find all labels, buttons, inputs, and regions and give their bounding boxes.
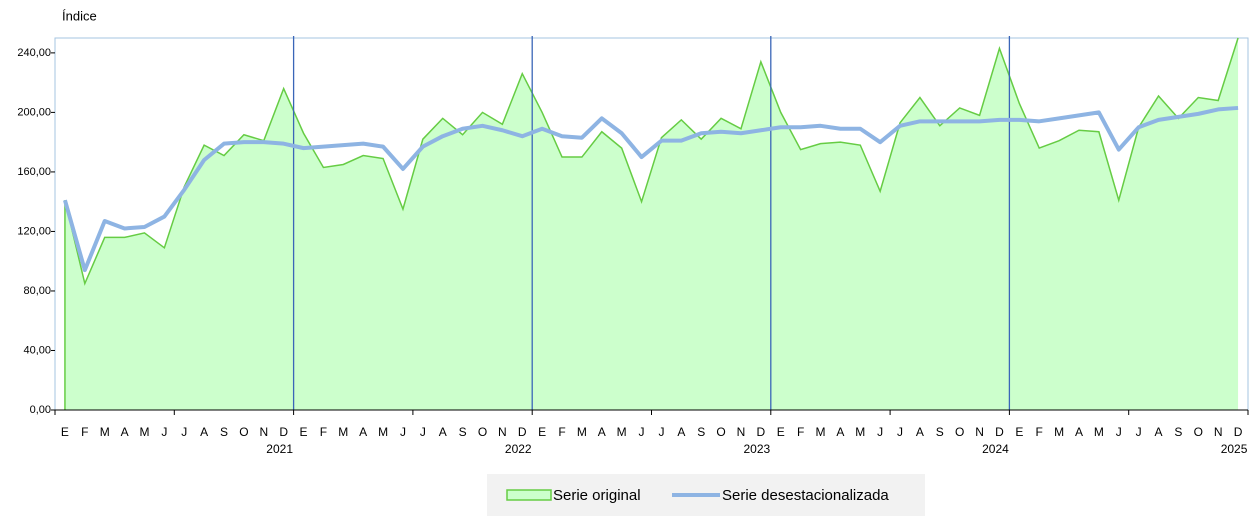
x-tick-label: A [121, 425, 129, 439]
x-tick-label: J [161, 425, 167, 439]
x-tick-label: E [777, 425, 785, 439]
x-tick-label: E [1015, 425, 1023, 439]
x-tick-label: M [855, 425, 865, 439]
x-tick-label: A [836, 425, 844, 439]
x-tick-label: S [459, 425, 467, 439]
x-tick-label: A [1075, 425, 1083, 439]
x-tick-label: F [81, 425, 88, 439]
x-tick-label: D [757, 425, 766, 439]
x-tick-label: D [995, 425, 1004, 439]
x-tick-label: M [816, 425, 826, 439]
x-tick-label: M [1094, 425, 1104, 439]
x-tick-label: E [538, 425, 546, 439]
x-tick-label: O [716, 425, 725, 439]
x-tick-label: M [378, 425, 388, 439]
x-tick-label: A [677, 425, 685, 439]
x-tick-label: E [61, 425, 69, 439]
x-tick-label: O [1194, 425, 1203, 439]
x-tick-label: A [1155, 425, 1163, 439]
x-tick-label: S [1174, 425, 1182, 439]
y-tick-label: 200,00 [17, 106, 51, 118]
legend-swatch [506, 489, 552, 501]
legend-label: Serie original [553, 487, 641, 504]
x-tick-label: M [617, 425, 627, 439]
x-tick-label: D [279, 425, 288, 439]
y-tick-label: 0,00 [30, 404, 51, 416]
legend-label: Serie desestacionalizada [722, 487, 889, 504]
y-tick-label: 40,00 [23, 344, 51, 356]
x-tick-label: N [498, 425, 507, 439]
x-tick-label: M [139, 425, 149, 439]
x-tick-label: J [639, 425, 645, 439]
x-tick-label: A [439, 425, 447, 439]
area [64, 38, 1239, 410]
x-tick-label: O [478, 425, 487, 439]
x-tick-label: J [420, 425, 426, 439]
x-tick-label: J [658, 425, 664, 439]
y-tick-label: 80,00 [23, 285, 51, 297]
x-tick-label: F [320, 425, 327, 439]
x-tick-label: S [697, 425, 705, 439]
y-axis-title: Índice [62, 8, 97, 23]
x-tick-label: M [338, 425, 348, 439]
area-line [64, 37, 1239, 286]
x-tick-label: D [518, 425, 527, 439]
y-tick-label: 120,00 [17, 225, 51, 237]
x-tick-label: F [1036, 425, 1043, 439]
x-tick-label: N [975, 425, 984, 439]
x-tick-label: M [1054, 425, 1064, 439]
x-tick-label: F [797, 425, 804, 439]
y-tick-label: 240,00 [17, 47, 51, 59]
x-tick-label: J [897, 425, 903, 439]
line [63, 105, 1239, 273]
x-tick-label: O [955, 425, 964, 439]
x-tick-label: F [558, 425, 565, 439]
x-tick-label: J [1116, 425, 1122, 439]
x-tick-label: O [239, 425, 248, 439]
x-tick-label: A [359, 425, 367, 439]
x-tick-label: J [400, 425, 406, 439]
x-tick-label: E [300, 425, 308, 439]
x-tick-label: S [936, 425, 944, 439]
year-label: 2022 [505, 442, 532, 456]
year-label: 2024 [982, 442, 1009, 456]
x-tick-label: J [877, 425, 883, 439]
x-tick-label: N [259, 425, 268, 439]
x-tick-label: N [1214, 425, 1223, 439]
x-tick-label: A [200, 425, 208, 439]
x-tick-label: J [181, 425, 187, 439]
x-tick-label: N [737, 425, 746, 439]
x-tick-label: A [916, 425, 924, 439]
x-tick-label: M [577, 425, 587, 439]
x-tick-label: D [1234, 425, 1243, 439]
year-label: 2023 [744, 442, 771, 456]
y-tick-label: 160,00 [17, 166, 51, 178]
x-tick-label: J [1136, 425, 1142, 439]
year-label: 2025 [1221, 442, 1248, 456]
x-tick-label: A [598, 425, 606, 439]
x-tick-label: S [220, 425, 228, 439]
x-tick-label: M [100, 425, 110, 439]
year-label: 2021 [266, 442, 293, 456]
